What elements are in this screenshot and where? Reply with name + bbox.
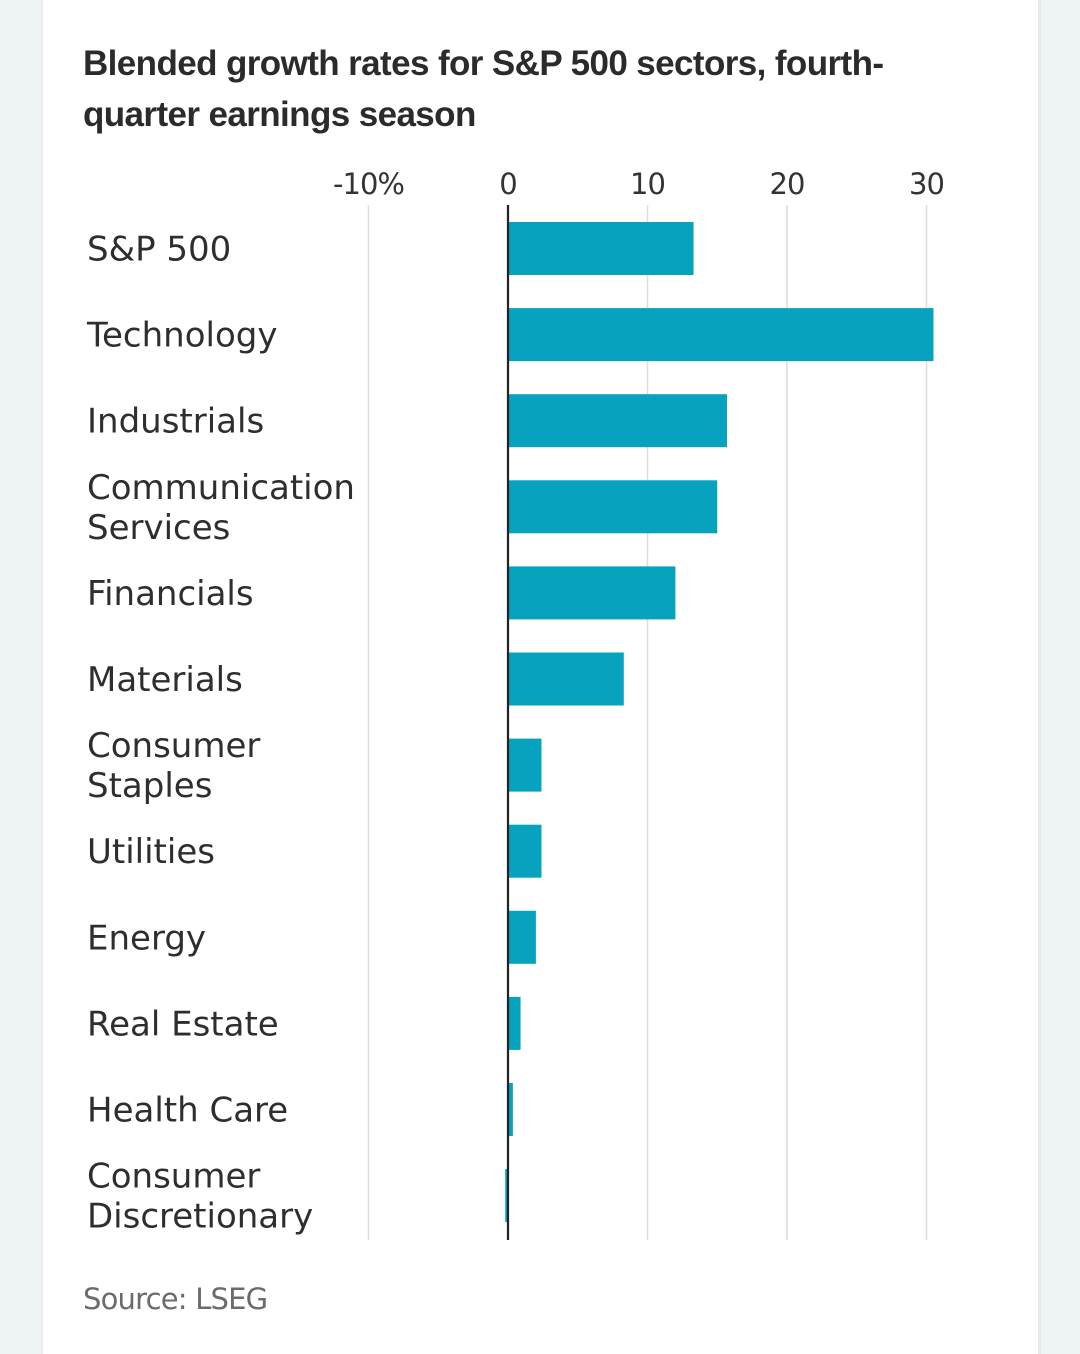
x-tick-label: 20: [770, 167, 805, 201]
gridlines: [367, 205, 928, 1240]
source-note: Source: LSEG: [83, 1282, 268, 1316]
bar: [508, 394, 728, 448]
bar: [508, 996, 521, 1050]
x-tick-label: 10: [630, 167, 665, 201]
bar: [508, 738, 542, 792]
category-label: Consumer Staples: [87, 726, 260, 806]
category-label: Industrials: [87, 402, 264, 442]
category-label: Technology: [86, 316, 277, 356]
category-label: Consumer Discretionary: [87, 1157, 313, 1237]
bar: [508, 566, 676, 620]
category-label: Materials: [87, 660, 243, 700]
bar: [508, 652, 624, 706]
x-axis-tick-labels: -10% 0 10 20 30: [333, 167, 945, 201]
category-label: Utilities: [87, 832, 215, 872]
bar: [505, 1169, 508, 1223]
bar: [508, 480, 718, 534]
bars: [505, 222, 934, 1223]
category-label: Energy: [87, 918, 206, 958]
category-label: Health Care: [87, 1091, 288, 1131]
category-label: Real Estate: [87, 1004, 279, 1044]
bar: [508, 824, 542, 878]
chart-title: Blended growth rates for S&P 500 sectors…: [83, 44, 884, 134]
category-labels: S&P 500 Technology Industrials Communicatio…: [86, 230, 355, 1237]
bar: [508, 308, 934, 362]
x-tick-label: 0: [499, 167, 516, 201]
category-label: S&P 500: [87, 230, 231, 270]
x-tick-label: -10%: [333, 167, 404, 201]
bar: [508, 222, 694, 275]
bar: [508, 910, 536, 964]
bar: [508, 1083, 513, 1136]
category-label: Financials: [87, 574, 254, 614]
category-label: Communication Services: [87, 468, 355, 548]
x-tick-label: 30: [909, 167, 944, 201]
